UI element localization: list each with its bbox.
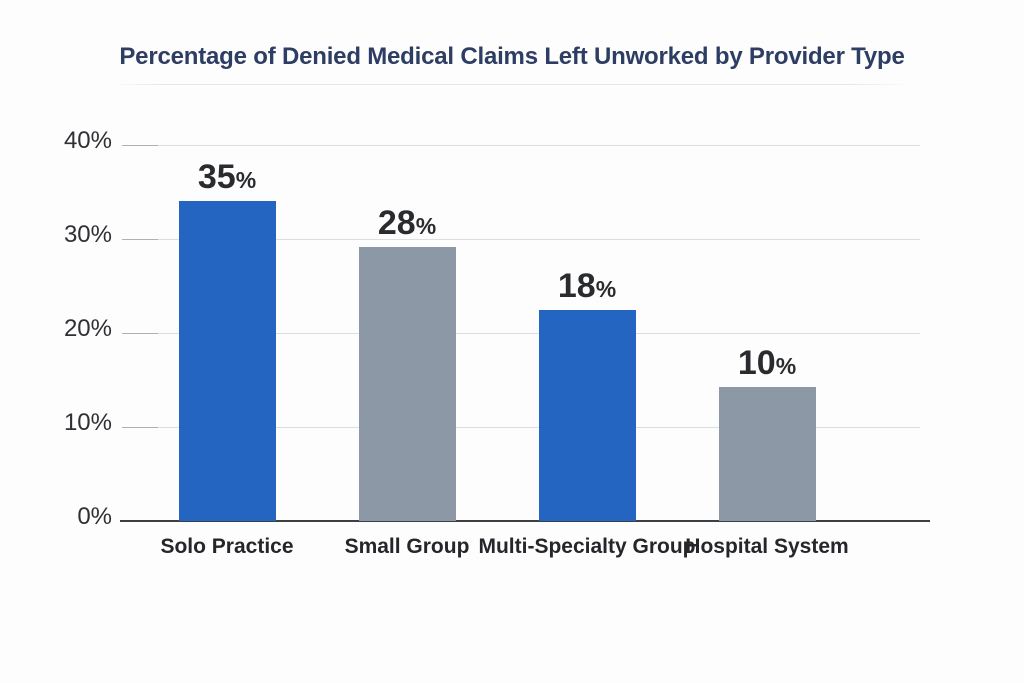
value-percent-sign: % bbox=[415, 213, 437, 240]
bar-small-group bbox=[358, 247, 456, 521]
value-label-small-group: 28% bbox=[342, 206, 472, 240]
value-percent-sign: % bbox=[235, 167, 257, 194]
y-tick-40pct bbox=[122, 145, 158, 146]
category-label-solo-practice: Solo Practice bbox=[160, 535, 294, 558]
value-label-hospital-system: 10% bbox=[702, 346, 832, 380]
value-number: 35 bbox=[197, 158, 236, 197]
category-label-multi-specialty-group: Multi-Specialty Group bbox=[478, 535, 696, 558]
value-number: 10 bbox=[737, 343, 776, 382]
value-percent-sign: % bbox=[775, 352, 797, 379]
category-label-small-group: Small Group bbox=[344, 535, 470, 558]
x-axis-line bbox=[120, 520, 930, 522]
y-axis-label-10pct: 10% bbox=[63, 409, 112, 436]
y-axis-label-40pct: 40% bbox=[63, 127, 112, 154]
gridline-30pct bbox=[122, 239, 920, 240]
value-number: 18 bbox=[557, 266, 596, 305]
gridline-10pct bbox=[122, 427, 920, 428]
y-tick-30pct bbox=[122, 239, 158, 240]
gridline-20pct bbox=[122, 333, 920, 334]
chart-title: Percentage of Denied Medical Claims Left… bbox=[119, 43, 905, 70]
bar-multi-specialty-group bbox=[538, 309, 636, 521]
y-axis-label-30pct: 30% bbox=[63, 221, 112, 248]
y-axis-label-0pct: 0% bbox=[77, 503, 112, 530]
y-tick-20pct bbox=[122, 333, 158, 334]
title-divider bbox=[112, 84, 912, 85]
bar-solo-practice bbox=[178, 201, 276, 521]
value-label-multi-specialty-group: 18% bbox=[522, 269, 652, 303]
gridline-40pct bbox=[122, 145, 920, 146]
category-label-hospital-system: Hospital System bbox=[685, 535, 849, 558]
value-label-solo-practice: 35% bbox=[162, 160, 292, 194]
value-percent-sign: % bbox=[595, 275, 617, 302]
bar-hospital-system bbox=[718, 386, 816, 521]
y-axis-label-20pct: 20% bbox=[63, 315, 112, 342]
value-number: 28 bbox=[377, 204, 416, 243]
y-tick-10pct bbox=[122, 427, 158, 428]
